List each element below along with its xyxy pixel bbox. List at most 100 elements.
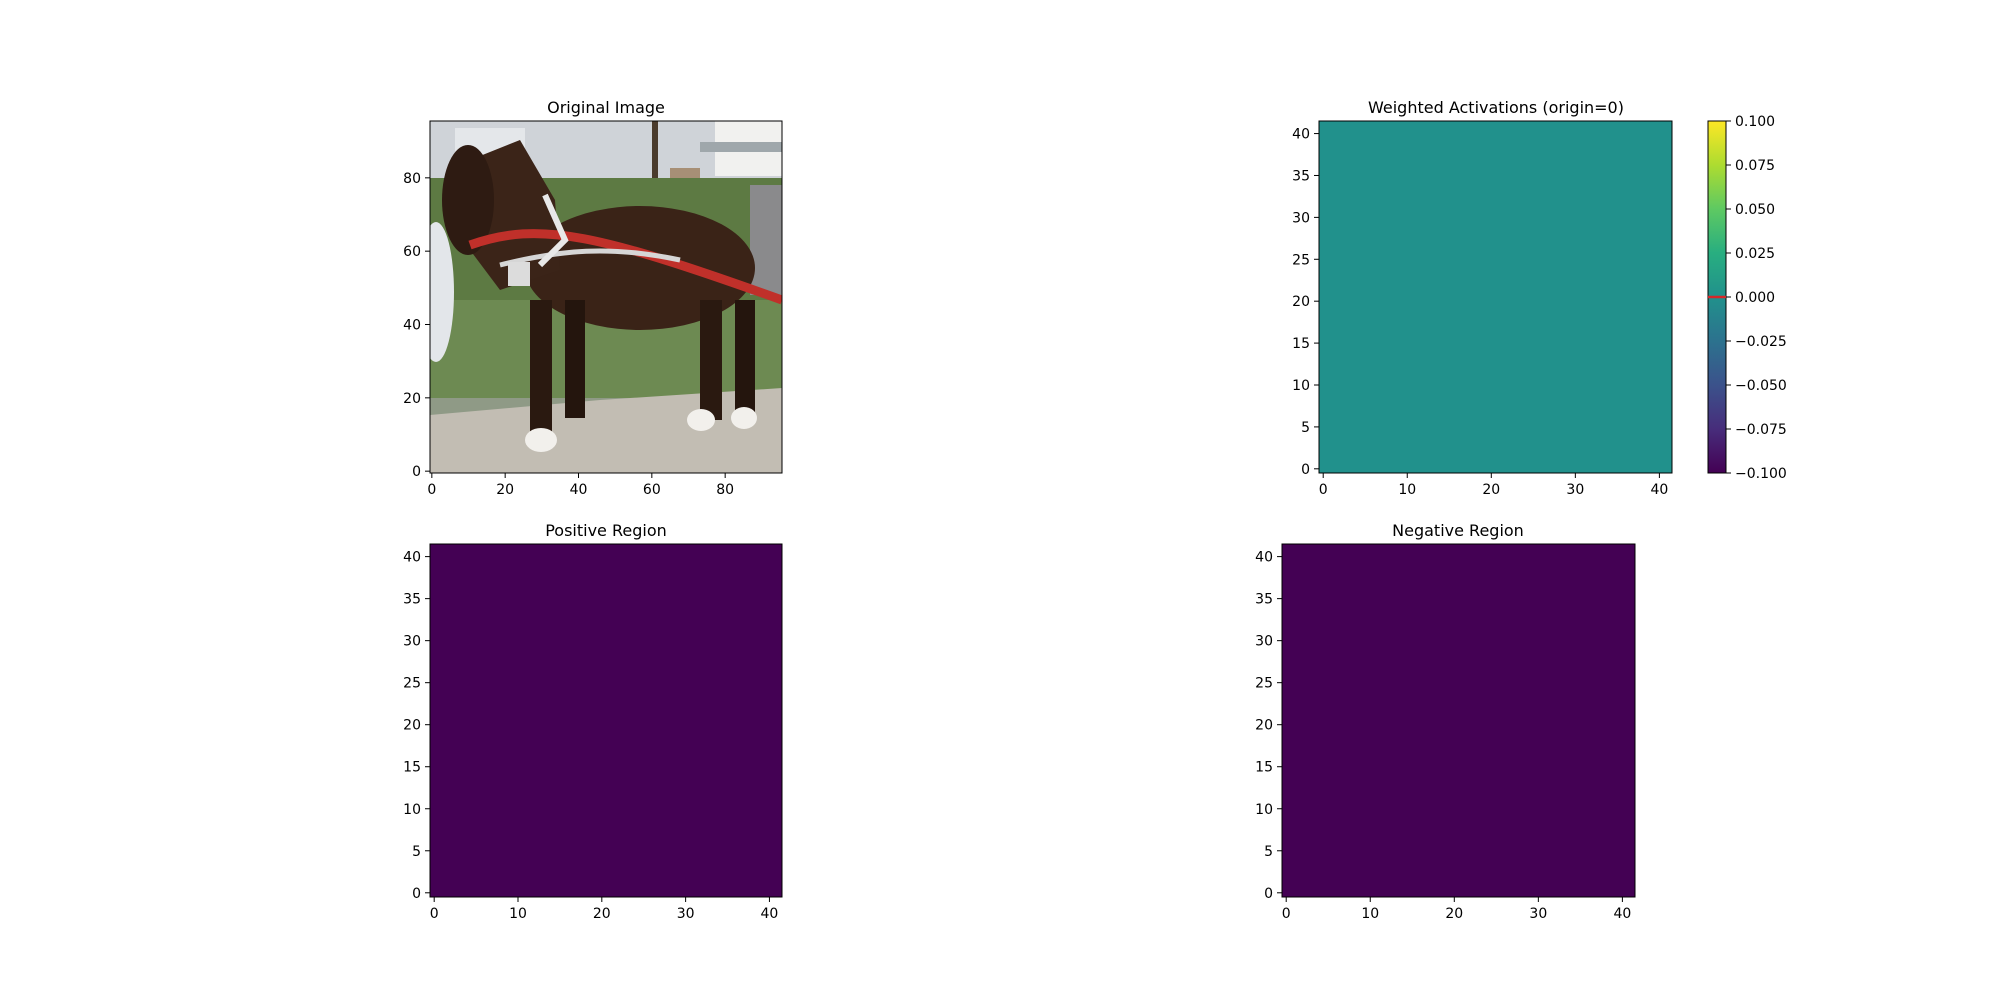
y-tick-label: 20: [1255, 718, 1273, 734]
y-tick-label: 30: [403, 634, 421, 650]
colorbar-ticks: 0.100 0.075 0.050 0.025 0.000 −0.025 −0.050 −0.…: [1726, 114, 1787, 482]
y-tick-label: 30: [1255, 634, 1273, 650]
photo-horse-leg-4: [735, 300, 755, 415]
y-tick-label: 10: [1255, 802, 1273, 818]
colorbar-tick-label: −0.075: [1735, 422, 1787, 438]
x-tick-label: 0: [1319, 482, 1328, 498]
x-tick-label: 30: [677, 906, 695, 922]
colorbar-tick-label: 0.075: [1735, 158, 1775, 174]
colorbar-tick-label: −0.100: [1735, 466, 1787, 482]
x-tick-label: 40: [1613, 906, 1631, 922]
x-tick-label: 10: [1398, 482, 1416, 498]
colorbar-tick-label: −0.050: [1735, 378, 1787, 394]
x-tick-label: 10: [1361, 906, 1379, 922]
positive-axes-frame: [429, 543, 783, 898]
negative-heatmap-area: [1282, 544, 1635, 897]
photo-harness-strap: [499, 248, 681, 268]
y-tick-label: 20: [403, 718, 421, 734]
y-tick-label: 10: [1292, 378, 1310, 394]
positive-ticks: 0 10 20 30 40 0 5 10 15 20 25 30 35 40: [403, 550, 778, 922]
x-tick-label: 40: [761, 906, 779, 922]
y-tick-label: 40: [1255, 550, 1273, 566]
y-tick-label: 20: [1292, 294, 1310, 310]
y-tick-label: 5: [412, 844, 421, 860]
y-tick-label: 60: [403, 244, 421, 260]
photo-horse-leg-1: [530, 300, 552, 435]
y-tick-label: 5: [1264, 844, 1273, 860]
photo-horse-head: [442, 145, 494, 255]
colorbar-tick-label: 0.025: [1735, 246, 1775, 262]
weighted-activations-title: Weighted Activations (origin=0): [1368, 98, 1624, 117]
x-tick-label: 10: [509, 906, 527, 922]
y-tick-label: 25: [403, 676, 421, 692]
y-tick-label: 0: [1301, 462, 1310, 478]
weighted-ticks: 0 10 20 30 40 0 5 10 15 20 25 30 35 40: [1292, 127, 1668, 498]
photo-harness-breastplate: [508, 262, 530, 286]
y-tick-label: 0: [412, 886, 421, 902]
y-tick-label: 40: [403, 318, 421, 334]
original-axes-frame: [429, 120, 783, 474]
y-tick-label: 40: [1292, 127, 1310, 143]
y-tick-label: 20: [403, 391, 421, 407]
photo-horse-leg-2: [565, 300, 585, 418]
y-tick-label: 15: [1255, 760, 1273, 776]
y-tick-label: 35: [1292, 168, 1310, 184]
x-tick-label: 20: [1482, 482, 1500, 498]
y-tick-label: 5: [1301, 420, 1310, 436]
panel-negative-region: Negative Region 0 10 20 30 40 0 5 10 15 20 25 30 35 4…: [1255, 521, 1636, 922]
photo-path: [430, 388, 782, 473]
photo-hoof-1: [525, 428, 557, 452]
positive-region-title: Positive Region: [545, 521, 667, 540]
x-tick-label: 20: [496, 482, 514, 498]
colorbar: 0.100 0.075 0.050 0.025 0.000 −0.025 −0.050 −0.…: [1707, 114, 1787, 482]
x-tick-label: 20: [1445, 906, 1463, 922]
x-tick-label: 20: [593, 906, 611, 922]
photo-hoof-2: [687, 409, 715, 431]
photo-horse-neck: [470, 140, 560, 290]
photo-hoof-3: [731, 407, 757, 429]
x-tick-label: 0: [427, 482, 436, 498]
y-tick-label: 30: [1292, 210, 1310, 226]
y-tick-label: 35: [1255, 592, 1273, 608]
original-photo: [430, 121, 782, 473]
panel-positive-region: Positive Region 0 10 20 30 40 0 5 10 15 20 25 30 35 4…: [403, 521, 783, 922]
x-tick-label: 60: [643, 482, 661, 498]
colorbar-tick-label: 0.000: [1735, 290, 1775, 306]
y-tick-label: 10: [403, 802, 421, 818]
y-tick-label: 15: [1292, 336, 1310, 352]
positive-heatmap-area: [430, 544, 782, 897]
photo-horse-leg-3: [700, 300, 722, 420]
photo-person-left: [430, 222, 454, 362]
negative-axes-frame: [1281, 543, 1636, 898]
y-tick-label: 15: [403, 760, 421, 776]
negative-region-title: Negative Region: [1392, 521, 1524, 540]
colorbar-tick-label: 0.050: [1735, 202, 1775, 218]
x-tick-label: 30: [1566, 482, 1584, 498]
x-tick-label: 0: [430, 906, 439, 922]
negative-ticks: 0 10 20 30 40 0 5 10 15 20 25 30 35 40: [1255, 550, 1631, 922]
y-tick-label: 40: [403, 550, 421, 566]
colorbar-tick-label: −0.025: [1735, 334, 1787, 350]
y-tick-label: 0: [1264, 886, 1273, 902]
y-tick-label: 25: [1255, 676, 1273, 692]
photo-person-right: [750, 185, 782, 295]
original-image-title: Original Image: [547, 98, 665, 117]
x-tick-label: 80: [716, 482, 734, 498]
weighted-heatmap-area: [1319, 121, 1672, 473]
x-tick-label: 0: [1282, 906, 1291, 922]
photo-pole: [652, 121, 658, 201]
colorbar-tick-label: 0.100: [1735, 114, 1775, 130]
weighted-axes-frame: [1318, 120, 1673, 474]
original-ticks: 0 20 40 60 80 0 20 40 60 80: [403, 171, 734, 498]
panel-weighted-activations: Weighted Activations (origin=0) 0 10 20 30 4…: [1292, 98, 1787, 498]
y-tick-label: 0: [412, 464, 421, 480]
y-tick-label: 80: [403, 171, 421, 187]
y-tick-label: 35: [403, 592, 421, 608]
x-tick-label: 30: [1529, 906, 1547, 922]
x-tick-label: 40: [570, 482, 588, 498]
panel-original-image: Original Image: [403, 98, 783, 498]
photo-harness-collar: [537, 193, 569, 268]
photo-harness-rein: [468, 229, 782, 305]
x-tick-label: 40: [1650, 482, 1668, 498]
